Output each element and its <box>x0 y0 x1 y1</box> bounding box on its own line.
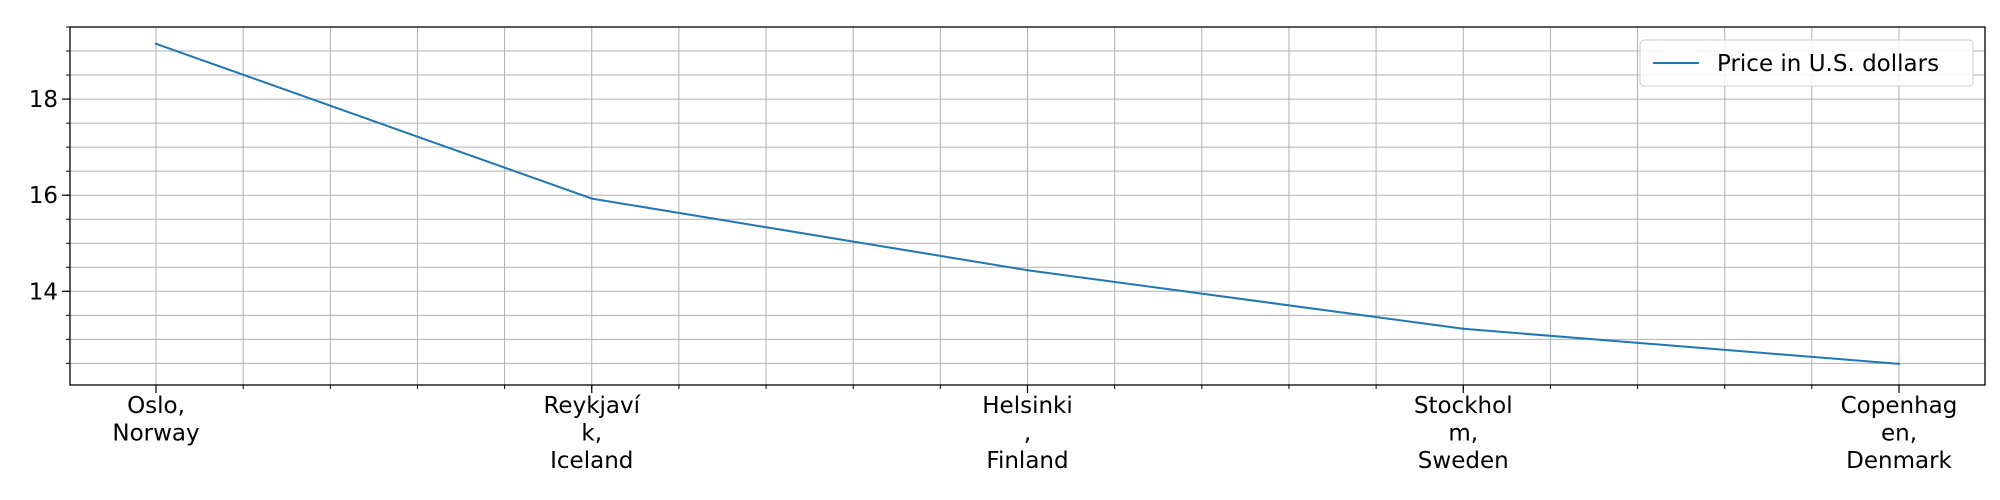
x-tick-label: Helsinki, Finland <box>982 393 1073 474</box>
y-tick-label: 16 <box>29 183 58 209</box>
x-tick-label: Reykjaví k, Iceland <box>543 393 640 474</box>
legend: Price in U.S. dollars <box>1639 39 1974 87</box>
data-point <box>1462 327 1465 330</box>
x-tick-label: Oslo, Norway <box>112 393 199 447</box>
x-tick-label: Stockhol m, Sweden <box>1414 393 1513 474</box>
legend-box <box>1639 39 1974 87</box>
series-layer <box>154 42 1901 366</box>
data-point <box>1026 268 1029 272</box>
x-axis: Oslo, Norway Reykjaví k, Iceland Helsinki, Fin… <box>112 385 1957 474</box>
data-point <box>1897 362 1901 366</box>
data-point <box>154 42 158 46</box>
data-point <box>590 197 593 200</box>
y-tick-label: 18 <box>29 87 58 113</box>
y-axis: 14 16 18 <box>29 26 70 364</box>
y-tick-label: 14 <box>29 279 58 305</box>
x-tick-label: Copenhag en, Denmark <box>1841 393 1958 474</box>
legend-label: Price in U.S. dollars <box>1717 51 1939 77</box>
